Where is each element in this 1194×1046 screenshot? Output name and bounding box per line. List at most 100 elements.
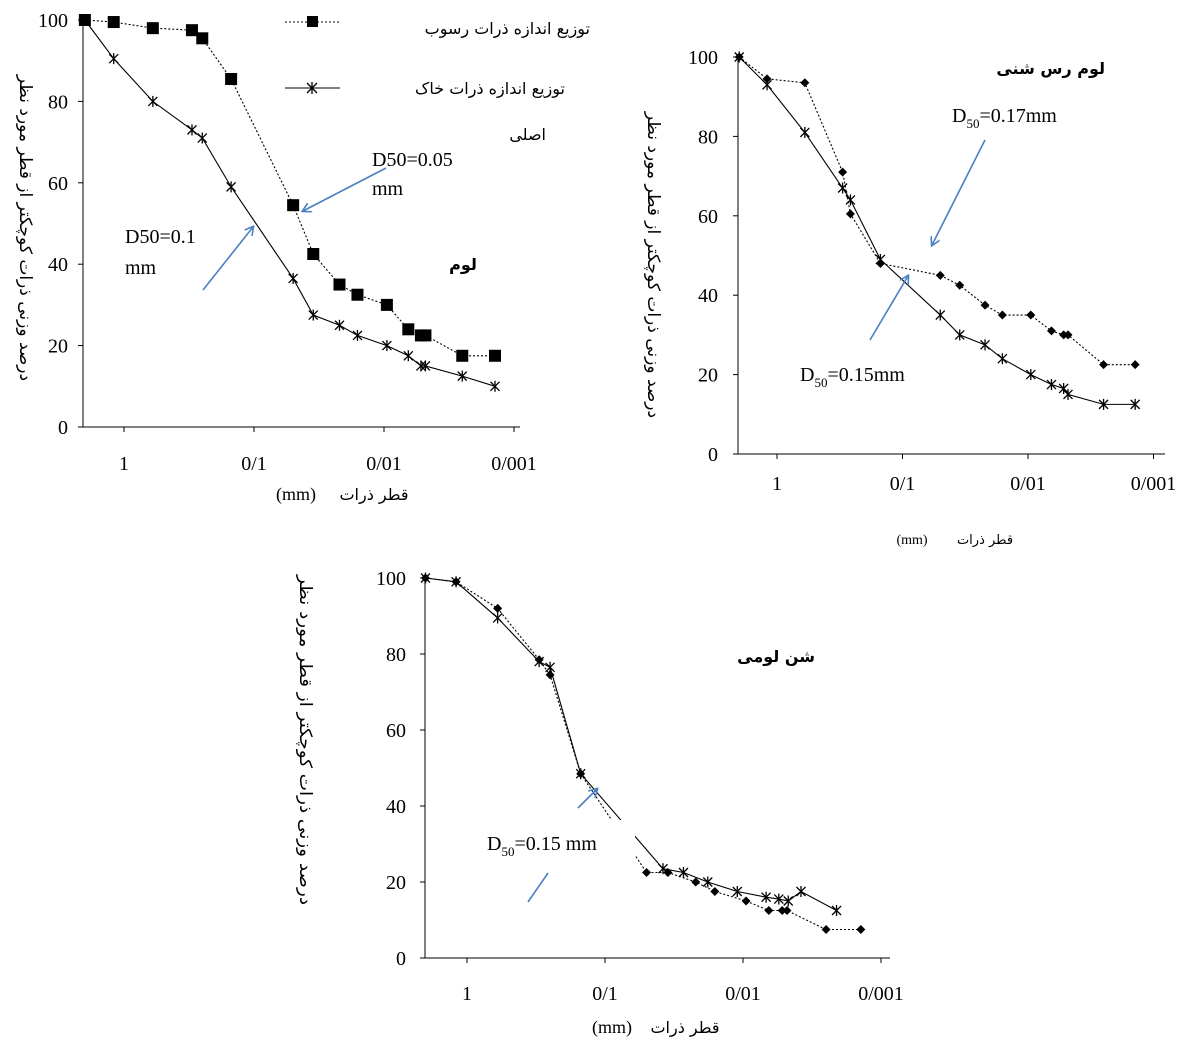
data-point-asterisk: [451, 576, 462, 588]
y-tick-label: 60: [698, 206, 718, 228]
data-point-diamond: [935, 270, 945, 280]
data-point-asterisk: [997, 353, 1008, 365]
annotation-d50: D50=0.15 mm: [487, 833, 597, 859]
data-point-square: [225, 73, 238, 86]
chart-sandy-clay-loam: 0 20 40 60 80 100 1 0/1 0/01 0/001 درصد وزنی ذرات…: [643, 47, 1176, 548]
data-point-asterisk: [1058, 382, 1069, 394]
legend-label-soil: توزیع اندازه ذرات خاک: [415, 79, 565, 99]
data-point-asterisk: [678, 867, 689, 878]
data-point-diamond: [710, 887, 720, 896]
x-tick-label: 0/001: [858, 983, 904, 1005]
chart-loamy-sand-title: شن لومی: [737, 647, 815, 666]
data-point-square: [456, 349, 469, 362]
y-tick-label: 100: [376, 568, 406, 590]
data-point-asterisk: [226, 181, 237, 193]
data-point-diamond: [845, 209, 855, 219]
data-point-asterisk: [954, 329, 965, 341]
chart-loamy-sand-annotations: D50=0.15 mm: [480, 789, 635, 903]
data-point-square: [307, 248, 320, 261]
data-point-asterisk: [734, 51, 745, 63]
y-tick-label: 20: [48, 336, 68, 358]
annotation-d50-sediment: D50=0.05: [372, 149, 453, 171]
data-point-square: [196, 32, 209, 45]
x-tick-label: 0/01: [725, 983, 761, 1005]
legend-label-sediment: توزیع اندازه ذرات رسوب: [425, 19, 590, 39]
data-point-asterisk: [197, 132, 208, 144]
data-point-asterisk: [187, 124, 197, 136]
data-point-asterisk: [1063, 388, 1073, 400]
data-point-diamond: [1099, 360, 1109, 370]
chart-sandy-clay-loam-x-axis-label: قطر ذرات: [957, 533, 1013, 548]
data-point-square: [333, 278, 346, 291]
annotation-d50-soil: D50=0.15mm: [800, 364, 905, 390]
chart-sandy-clay-loam-y-axis-label: درصد وزنی ذرات کوچکتر از قطر مورد نظر: [643, 111, 663, 418]
chart-loam-x-axis-unit: (mm): [276, 484, 316, 505]
data-point-asterisk: [1130, 398, 1141, 410]
chart-sandy-clay-loam-title: لوم رس شنی: [996, 59, 1105, 78]
data-point-asterisk: [492, 612, 503, 624]
data-point-asterisk: [702, 876, 713, 888]
data-point-diamond: [856, 925, 866, 934]
data-point-asterisk: [980, 339, 990, 351]
data-point-asterisk: [288, 272, 299, 284]
data-point-square: [419, 329, 432, 342]
data-point-asterisk: [935, 309, 946, 321]
data-point-diamond: [782, 906, 792, 915]
data-point-diamond: [691, 877, 701, 887]
data-point-asterisk: [490, 380, 500, 392]
data-point-square: [146, 22, 159, 35]
series-line: [425, 577, 861, 931]
data-point-asterisk: [381, 340, 392, 352]
y-tick-label: 100: [688, 47, 718, 69]
data-point-diamond: [997, 310, 1007, 320]
y-tick-label: 80: [698, 126, 718, 148]
data-point-asterisk: [403, 350, 414, 362]
y-tick-label: 80: [386, 644, 406, 666]
y-tick-label: 20: [698, 365, 718, 387]
legend-marker-asterisk: [306, 82, 318, 94]
data-point-diamond: [764, 906, 774, 915]
data-point-diamond: [642, 868, 652, 877]
data-point-asterisk: [1025, 369, 1036, 381]
chart-loam-title: لوم: [449, 255, 477, 274]
y-tick-label: 40: [386, 796, 406, 818]
chart-sandy-clay-loam-plot-area: 0 20 40 60 80 100 1 0/1 0/01 0/001: [688, 47, 1176, 495]
y-tick-label: 20: [386, 872, 406, 894]
chart-loam-y-axis-label: درصد وزنی ذرات کوچکتر از قطر مورد نظر: [15, 74, 35, 381]
data-point-diamond: [955, 280, 965, 290]
y-tick-label: 0: [58, 417, 68, 439]
data-point-asterisk: [845, 194, 856, 206]
data-point-asterisk: [79, 14, 90, 26]
chart-loam: 0 20 40 60 80 100 1 0/1 0/01 0/001 درصد وزنی ذرات…: [15, 10, 590, 505]
data-point-diamond: [741, 896, 751, 906]
data-point-diamond: [821, 925, 831, 934]
chart-loamy-sand-plot-area: 0 20 40 60 80 100 1 0/1 0/01 0/001: [376, 568, 904, 1005]
chart-sandy-clay-loam-annotations: D50=0.17mm D50=0.15mm: [800, 105, 1057, 390]
data-point-asterisk: [732, 886, 743, 897]
data-point-diamond: [838, 167, 848, 177]
series-line: [84, 19, 496, 357]
data-point-asterisk: [420, 360, 431, 372]
data-point-diamond: [777, 906, 787, 915]
legend-marker-square: [307, 16, 318, 27]
legend-label-extra: اصلی: [509, 125, 546, 144]
y-tick-label: 0: [396, 948, 406, 970]
y-tick-label: 60: [386, 720, 406, 742]
y-tick-label: 100: [38, 10, 68, 32]
x-tick-label: 0/001: [491, 453, 537, 475]
x-tick-label: 0/001: [1131, 473, 1177, 495]
data-point-asterisk: [1046, 379, 1057, 391]
annotation-arrow-soil: [202, 227, 253, 291]
chart-loamy-sand: 0 20 40 60 80 100 1 0/1 0/01 0/001 درصد وزنی ذرات…: [295, 568, 904, 1038]
x-tick-label: 1: [772, 473, 782, 495]
data-point-diamond: [1063, 330, 1073, 340]
chart-loam-annotations: D50=0.05 mm D50=0.1 mm: [125, 149, 453, 291]
data-point-diamond: [545, 670, 555, 680]
data-point-diamond: [1026, 310, 1036, 320]
data-point-square: [287, 199, 300, 212]
y-tick-label: 80: [48, 91, 68, 113]
x-tick-label: 1: [119, 453, 129, 475]
data-point-diamond: [762, 74, 772, 84]
data-point-asterisk: [420, 572, 431, 584]
data-point-diamond: [1046, 326, 1056, 336]
